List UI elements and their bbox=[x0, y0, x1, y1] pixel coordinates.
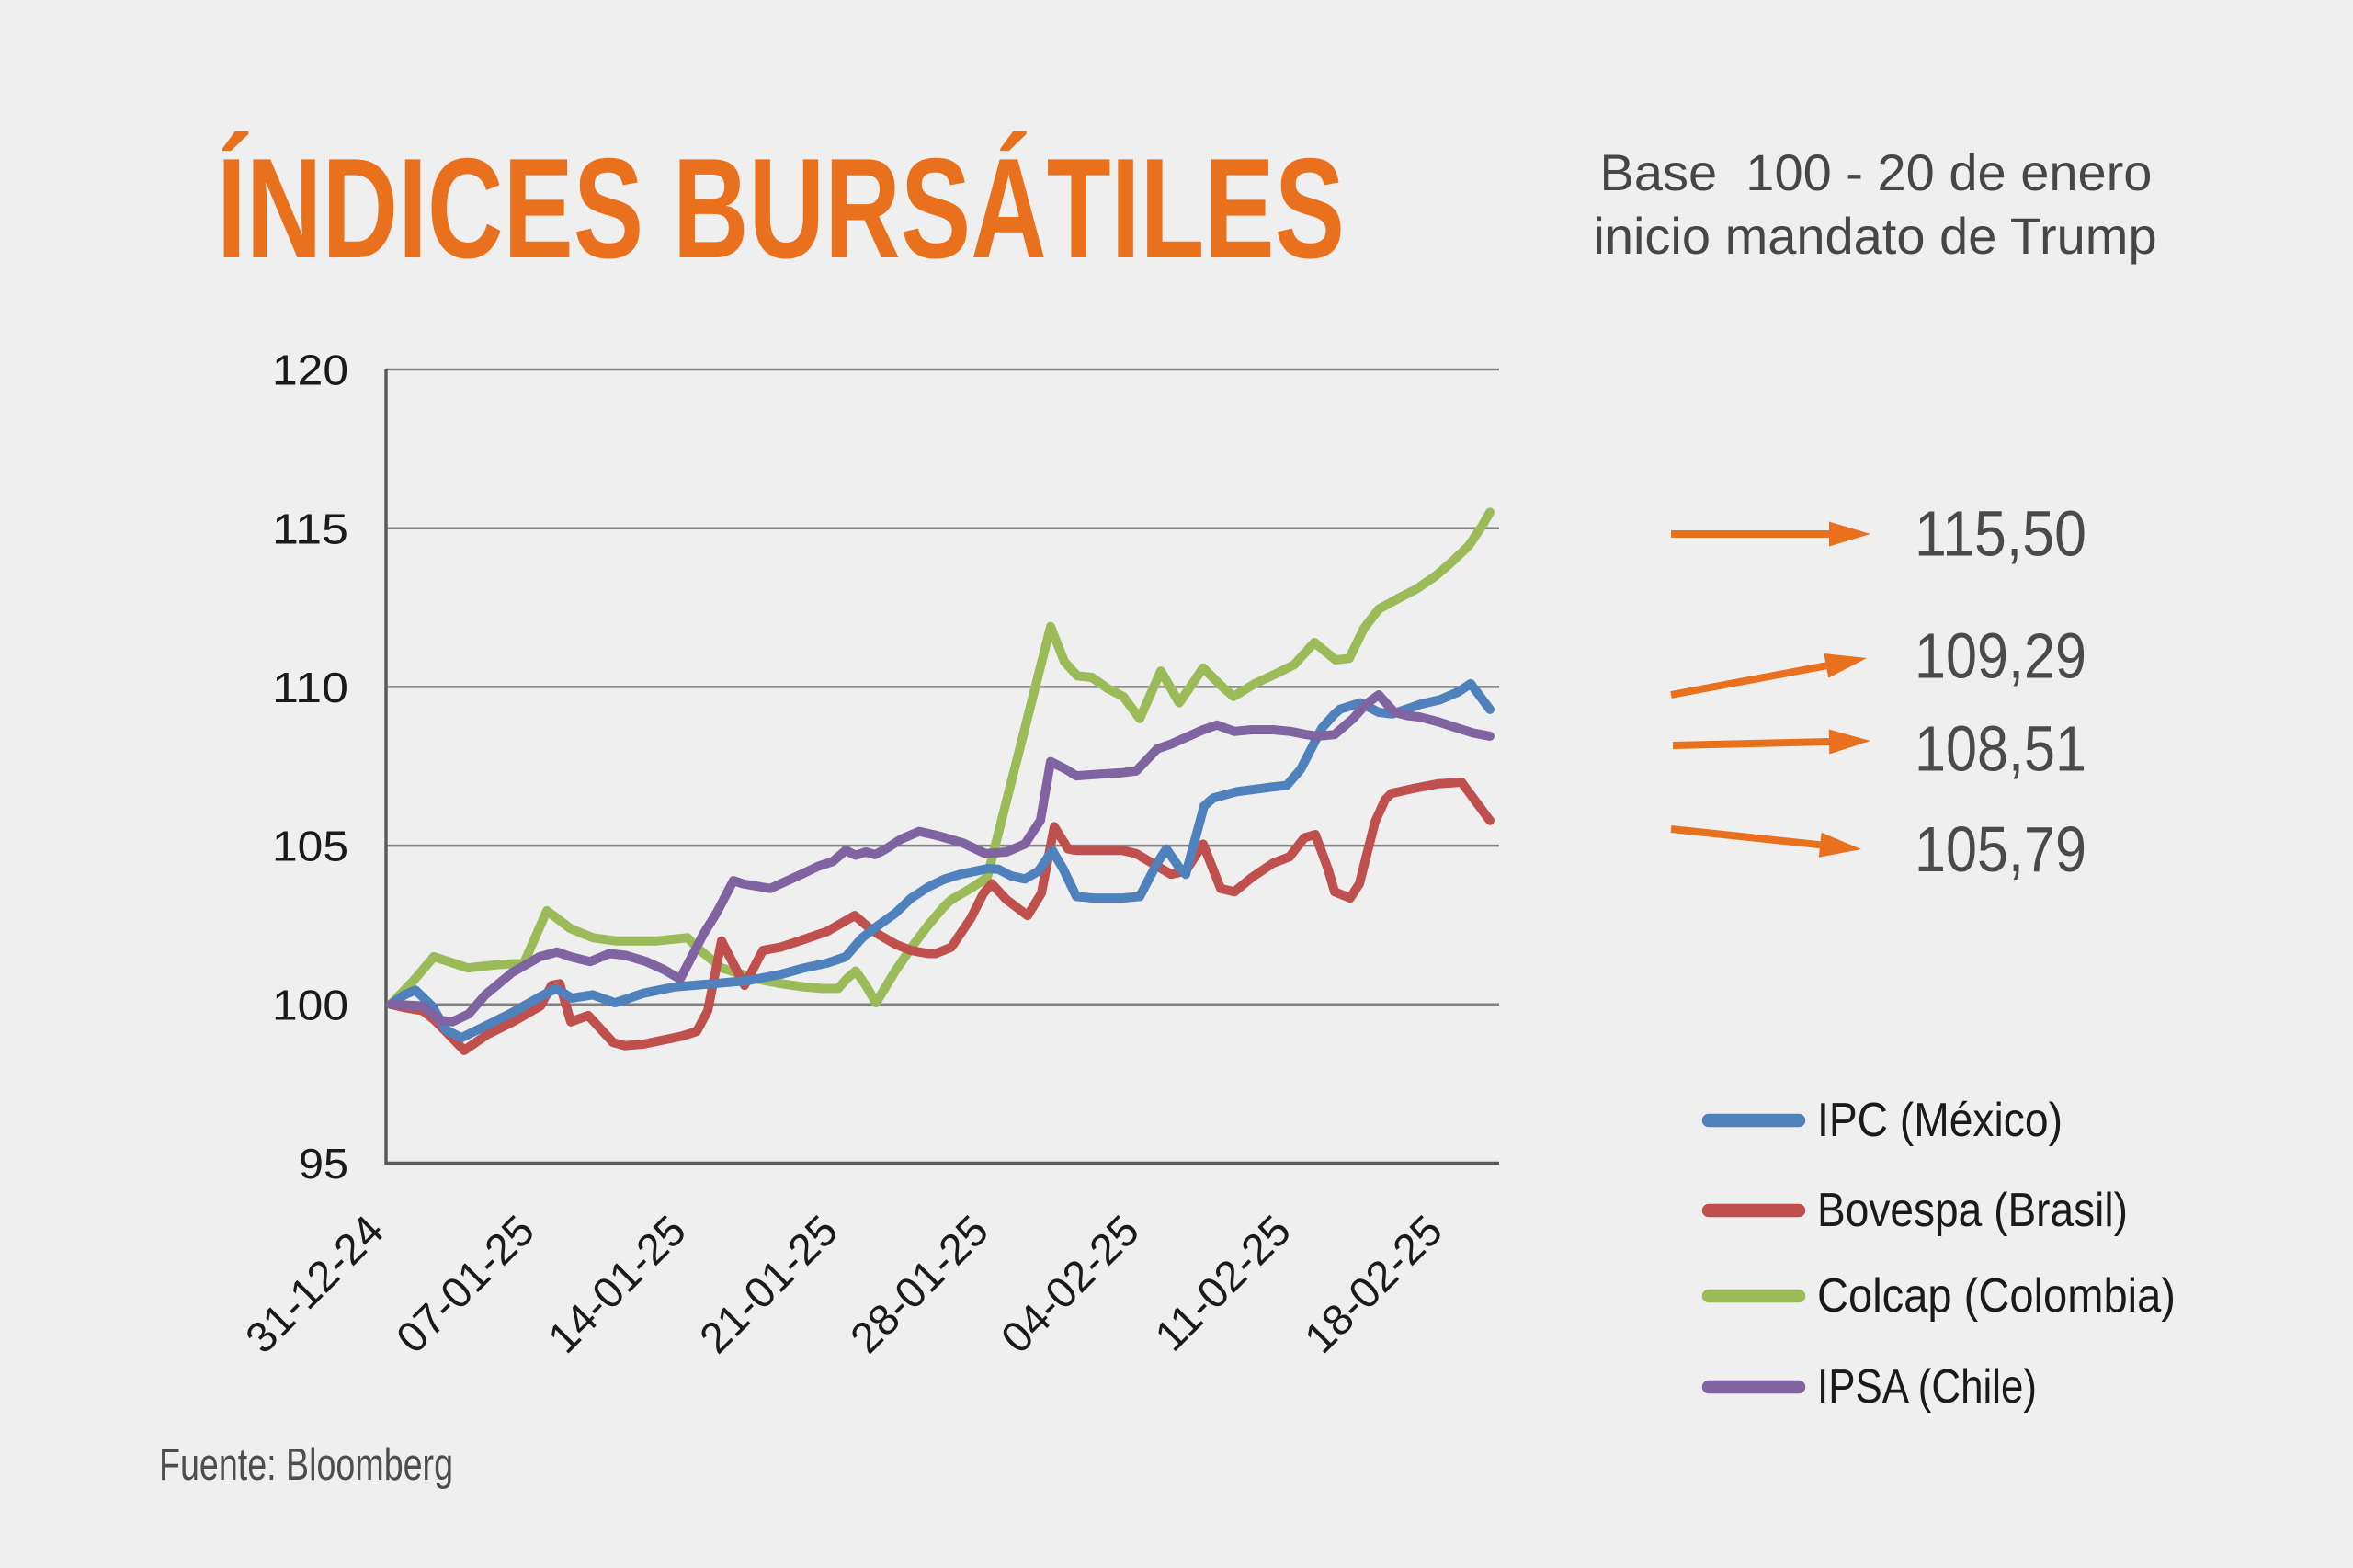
svg-text:120: 120 bbox=[272, 347, 348, 394]
svg-text:105: 105 bbox=[272, 823, 348, 870]
svg-text:108,51: 108,51 bbox=[1915, 713, 2086, 785]
svg-text:Bovespa (Brasil): Bovespa (Brasil) bbox=[1817, 1184, 2128, 1237]
svg-text:ÍNDICES BURSÁTILES: ÍNDICES BURSÁTILES bbox=[217, 129, 1345, 288]
svg-text:110: 110 bbox=[272, 664, 348, 711]
svg-text:Base 100 - 20 de enero: Base 100 - 20 de enero bbox=[1600, 143, 2153, 201]
svg-text:115: 115 bbox=[272, 505, 348, 552]
svg-text:inicio mandato de Trump: inicio mandato de Trump bbox=[1593, 207, 2156, 265]
svg-text:95: 95 bbox=[299, 1140, 348, 1187]
svg-text:115,50: 115,50 bbox=[1915, 498, 2086, 570]
svg-text:Colcap (Colombia): Colcap (Colombia) bbox=[1817, 1269, 2176, 1323]
svg-text:100: 100 bbox=[272, 981, 348, 1028]
svg-text:105,79: 105,79 bbox=[1915, 813, 2086, 885]
svg-text:IPSA (Chile): IPSA (Chile) bbox=[1817, 1360, 2037, 1414]
svg-text:Fuente: Bloomberg: Fuente: Bloomberg bbox=[159, 1440, 453, 1490]
svg-text:IPC (México): IPC (México) bbox=[1817, 1094, 2063, 1147]
svg-text:109,29: 109,29 bbox=[1915, 620, 2086, 692]
